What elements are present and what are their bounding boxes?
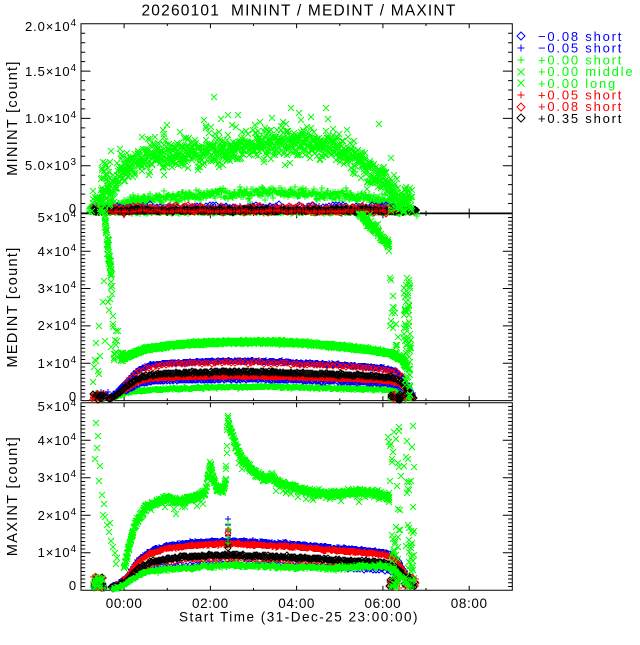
svg-text:04:00: 04:00 — [278, 596, 315, 611]
svg-text:−0.05 short: −0.05 short — [538, 41, 623, 56]
svg-text:00:00: 00:00 — [106, 596, 143, 611]
svg-text:1.0×104: 1.0×104 — [25, 110, 77, 126]
svg-text:20260101 MININT / MEDINT / MA: 20260101 MININT / MEDINT / MAXINT — [141, 3, 456, 20]
svg-text:2×104: 2×104 — [38, 507, 77, 523]
svg-text:0: 0 — [69, 201, 77, 216]
svg-text:3×104: 3×104 — [38, 469, 77, 485]
svg-text:+0.08 short: +0.08 short — [538, 99, 623, 114]
svg-text:0: 0 — [69, 578, 77, 593]
svg-text:02:00: 02:00 — [192, 596, 229, 611]
svg-text:06:00: 06:00 — [365, 596, 402, 611]
svg-text:+0.00 middle: +0.00 middle — [538, 64, 634, 79]
svg-text:5×104: 5×104 — [38, 209, 77, 225]
svg-text:4×104: 4×104 — [38, 432, 77, 448]
svg-text:+0.35 short: +0.35 short — [538, 111, 623, 126]
svg-text:1.5×104: 1.5×104 — [25, 63, 77, 79]
svg-text:MAXINT [count]: MAXINT [count] — [5, 436, 21, 556]
svg-text:2×104: 2×104 — [38, 317, 77, 333]
svg-text:3×104: 3×104 — [38, 280, 77, 296]
svg-text:MEDINT [count]: MEDINT [count] — [5, 246, 21, 367]
svg-text:Start Time (31-Dec-25 23:00:00: Start Time (31-Dec-25 23:00:00) — [179, 610, 419, 625]
svg-text:2.0×104: 2.0×104 — [25, 18, 77, 34]
svg-text:+0.00 short: +0.00 short — [538, 52, 623, 67]
svg-text:5.0×103: 5.0×103 — [25, 157, 77, 173]
svg-text:0: 0 — [69, 389, 77, 404]
svg-text:+0.05 short: +0.05 short — [538, 88, 623, 103]
svg-text:08:00: 08:00 — [451, 596, 488, 611]
svg-text:1×104: 1×104 — [38, 355, 77, 371]
svg-text:1×104: 1×104 — [38, 544, 77, 560]
svg-text:5×104: 5×104 — [38, 398, 77, 414]
svg-text:MININT [count]: MININT [count] — [5, 60, 21, 175]
svg-text:−0.08 short: −0.08 short — [538, 29, 623, 44]
svg-text:4×104: 4×104 — [38, 243, 77, 259]
svg-text:+0.00 long: +0.00 long — [538, 76, 617, 91]
